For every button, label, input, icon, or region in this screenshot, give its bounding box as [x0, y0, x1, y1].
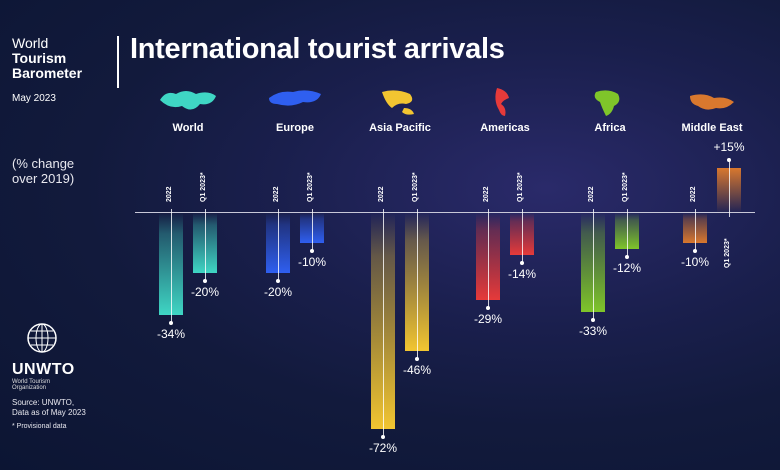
bar-value-label: -10%	[680, 255, 709, 269]
bar-end-dot	[486, 306, 490, 310]
report-date: May 2023	[12, 93, 56, 104]
bar-end-dot	[727, 158, 731, 162]
series-label: Q1 2023*	[622, 172, 629, 202]
bar-end-dot	[381, 435, 385, 439]
bar-end-dot	[310, 249, 314, 253]
bar-value-label: -20%	[263, 285, 292, 299]
bar-end-dot	[276, 279, 280, 283]
bar-value-label: -72%	[368, 441, 397, 455]
bar-leader-line	[205, 209, 206, 281]
bar-end-dot	[625, 255, 629, 259]
source-line2: Data as of May 2023	[12, 408, 86, 417]
bar-end-dot	[169, 321, 173, 325]
brand-line3: Barometer	[12, 65, 83, 81]
region-label: World	[172, 122, 204, 134]
brand-line2: Tourism	[12, 50, 67, 66]
logo-name: UNWTO	[12, 361, 75, 378]
bar-leader-line	[627, 209, 628, 257]
region-header-africa: Africa	[560, 86, 660, 134]
region-header-world: World	[138, 86, 238, 134]
brand-line1: World	[12, 35, 49, 51]
bar-value-label: -10%	[297, 255, 326, 269]
region-map-icon	[382, 90, 414, 115]
source-line1: Source: UNWTO,	[12, 398, 75, 407]
series-label: Q1 2023*	[517, 172, 524, 202]
region-header-americas: Americas	[455, 86, 555, 134]
unit-note-line1: (% change	[12, 156, 75, 171]
brand-block: World Tourism Barometer May 2023	[12, 35, 83, 105]
bar-value-label: -34%	[156, 327, 185, 341]
bar-end-dot	[693, 249, 697, 253]
bar-value-label: -46%	[402, 363, 431, 377]
bar-leader-line	[695, 209, 696, 251]
series-label: 2022	[273, 186, 280, 202]
region-label: Americas	[480, 122, 530, 134]
bar-value-label: -12%	[612, 261, 641, 275]
region-map-icon	[594, 90, 620, 116]
bar-leader-line	[417, 209, 418, 359]
bar-leader-line	[729, 160, 730, 217]
bar-value-label: -33%	[578, 324, 607, 338]
bar-end-dot	[591, 318, 595, 322]
region-map-icon	[269, 90, 321, 106]
unit-note-line2: over 2019)	[12, 171, 75, 186]
bar-leader-line	[312, 209, 313, 251]
bar-value-label: -29%	[473, 312, 502, 326]
bar-value-label: -14%	[507, 267, 536, 281]
bar-leader-line	[278, 209, 279, 281]
series-label: Q1 2023*	[412, 172, 419, 202]
bar-leader-line	[171, 209, 172, 323]
bar-value-label: -20%	[190, 285, 219, 299]
divider	[117, 36, 119, 88]
region-header-europe: Europe	[245, 86, 345, 134]
series-label: 2022	[378, 186, 385, 202]
region-label: Africa	[594, 122, 626, 134]
bar-leader-line	[488, 209, 489, 308]
region-label: Asia Pacific	[369, 122, 431, 134]
source-note: Source: UNWTO, Data as of May 2023	[12, 398, 86, 418]
chart-title: International tourist arrivals	[130, 33, 505, 65]
region-header-asia-pacific: Asia Pacific	[350, 86, 450, 134]
zero-axis	[135, 212, 755, 213]
region-header-middle-east: Middle East	[662, 86, 762, 134]
bar-leader-line	[522, 209, 523, 263]
bar-value-label: +15%	[713, 140, 745, 154]
region-map-icon	[690, 94, 734, 110]
bar-leader-line	[383, 209, 384, 437]
series-label: 2022	[588, 186, 595, 202]
unwto-logo: UNWTO World Tourism Organization	[12, 322, 78, 391]
series-label: Q1 2023*	[200, 172, 207, 202]
unit-note: (% change over 2019)	[12, 156, 74, 186]
region-map-icon	[495, 88, 509, 116]
series-label: Q1 2023*	[724, 238, 731, 268]
provisional-note: * Provisional data	[12, 423, 67, 430]
bar-end-dot	[203, 279, 207, 283]
region-map-icon	[160, 91, 216, 110]
region-label: Middle East	[681, 122, 743, 134]
bar-leader-line	[593, 209, 594, 320]
series-label: 2022	[166, 186, 173, 202]
bar-end-dot	[415, 357, 419, 361]
logo-subtitle: World Tourism Organization	[12, 379, 51, 391]
region-label: Europe	[276, 122, 314, 134]
series-label: 2022	[690, 186, 697, 202]
series-label: Q1 2023*	[307, 172, 314, 202]
bar-end-dot	[520, 261, 524, 265]
series-label: 2022	[483, 186, 490, 202]
globe-icon	[27, 323, 57, 353]
